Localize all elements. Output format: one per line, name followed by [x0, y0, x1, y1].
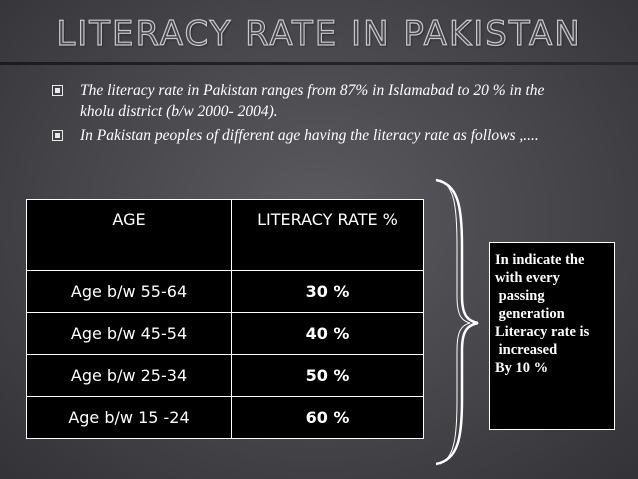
table-row: Age b/w 45-54 40 %: [26, 312, 424, 355]
age-cell: Age b/w 15 -24: [26, 396, 232, 439]
table-header-row: AGE LITERACY RATE %: [26, 199, 424, 271]
age-cell: Age b/w 25-34: [26, 354, 232, 397]
bullet-item: The literacy rate in Pakistan ranges fro…: [52, 80, 572, 122]
column-header-age: AGE: [26, 199, 232, 271]
table-row: Age b/w 15 -24 60 %: [26, 396, 424, 439]
rate-cell: 60 %: [231, 396, 424, 439]
bullet-text: In Pakistan peoples of different age hav…: [80, 127, 539, 144]
bullet-list: The literacy rate in Pakistan ranges fro…: [52, 80, 572, 149]
title-divider: [0, 62, 638, 65]
square-bullet-icon: [52, 130, 63, 141]
table-row: Age b/w 25-34 50 %: [26, 354, 424, 397]
square-bullet-icon: [52, 85, 63, 96]
rate-cell: 40 %: [231, 312, 424, 355]
slide-title: LITERACY RATE IN PAKISTAN: [56, 13, 582, 54]
bullet-text: The literacy rate in Pakistan ranges fro…: [80, 82, 545, 120]
column-header-literacy-rate: LITERACY RATE %: [231, 199, 424, 271]
table-row: Age b/w 55-64 30 %: [26, 270, 424, 313]
rate-cell: 50 %: [231, 354, 424, 397]
rate-cell: 30 %: [231, 270, 424, 313]
note-box: In indicate the with every passing gener…: [489, 242, 615, 430]
literacy-table: AGE LITERACY RATE % Age b/w 55-64 30 % A…: [26, 199, 424, 439]
age-cell: Age b/w 45-54: [26, 312, 232, 355]
bullet-item: In Pakistan peoples of different age hav…: [52, 125, 572, 146]
age-cell: Age b/w 55-64: [26, 270, 232, 313]
right-brace-icon: [435, 178, 479, 466]
